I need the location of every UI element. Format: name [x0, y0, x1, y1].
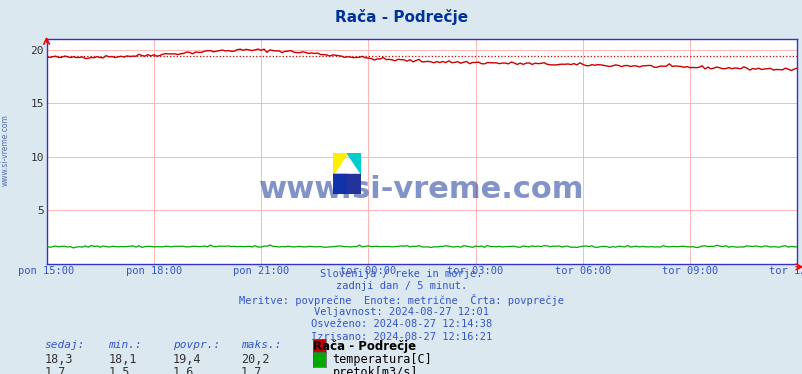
Text: Slovenija / reke in morje.: Slovenija / reke in morje.: [320, 269, 482, 279]
Text: Rača - Podrečje: Rača - Podrečje: [334, 9, 468, 25]
Text: 1,7: 1,7: [44, 366, 66, 374]
Polygon shape: [346, 174, 361, 194]
Text: 18,1: 18,1: [108, 353, 136, 366]
Text: pretok[m3/s]: pretok[m3/s]: [332, 366, 417, 374]
Text: 19,4: 19,4: [172, 353, 200, 366]
Text: maks.:: maks.:: [241, 340, 281, 350]
Text: 1,7: 1,7: [241, 366, 262, 374]
Text: 1,6: 1,6: [172, 366, 194, 374]
Text: 1,5: 1,5: [108, 366, 130, 374]
Text: 20,2: 20,2: [241, 353, 269, 366]
Polygon shape: [346, 153, 361, 174]
Text: Meritve: povprečne  Enote: metrične  Črta: povprečje: Meritve: povprečne Enote: metrične Črta:…: [239, 294, 563, 306]
Text: Veljavnost: 2024-08-27 12:01: Veljavnost: 2024-08-27 12:01: [314, 307, 488, 317]
Polygon shape: [333, 174, 346, 194]
Text: Osveženo: 2024-08-27 12:14:38: Osveženo: 2024-08-27 12:14:38: [310, 319, 492, 329]
Text: 18,3: 18,3: [44, 353, 72, 366]
Text: sedaj:: sedaj:: [44, 340, 84, 350]
Text: min.:: min.:: [108, 340, 142, 350]
Text: Izrisano: 2024-08-27 12:16:21: Izrisano: 2024-08-27 12:16:21: [310, 332, 492, 342]
Text: www.si-vreme.com: www.si-vreme.com: [259, 175, 584, 204]
Polygon shape: [333, 153, 346, 174]
Text: www.si-vreme.com: www.si-vreme.com: [0, 114, 10, 186]
Text: Rača - Podrečje: Rača - Podrečje: [313, 340, 415, 353]
Text: zadnji dan / 5 minut.: zadnji dan / 5 minut.: [335, 281, 467, 291]
Text: povpr.:: povpr.:: [172, 340, 220, 350]
Polygon shape: [333, 174, 346, 194]
Text: temperatura[C]: temperatura[C]: [332, 353, 431, 366]
